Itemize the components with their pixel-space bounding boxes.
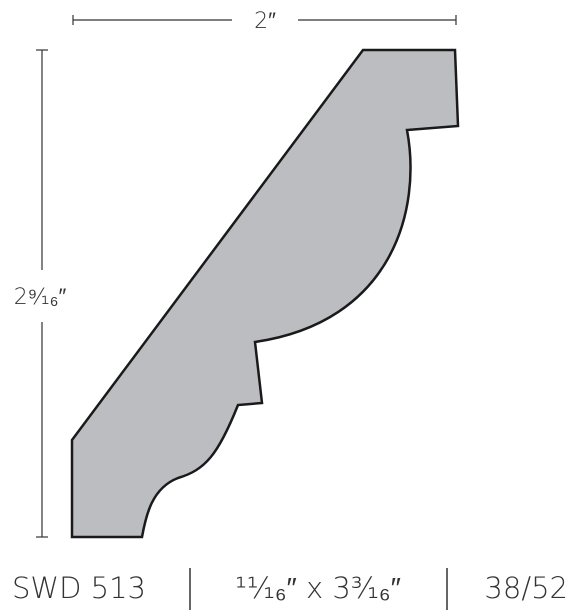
molding-profile — [70, 48, 460, 539]
size-label: ¹¹⁄₁₆″ x 3³⁄₁₆″ — [235, 571, 401, 605]
count-label: 38/52 — [484, 571, 568, 605]
model-number: SWD 513 — [12, 571, 146, 605]
height-label: 2⁹⁄₁₆″ — [14, 285, 67, 310]
width-label: 2″ — [254, 9, 276, 34]
